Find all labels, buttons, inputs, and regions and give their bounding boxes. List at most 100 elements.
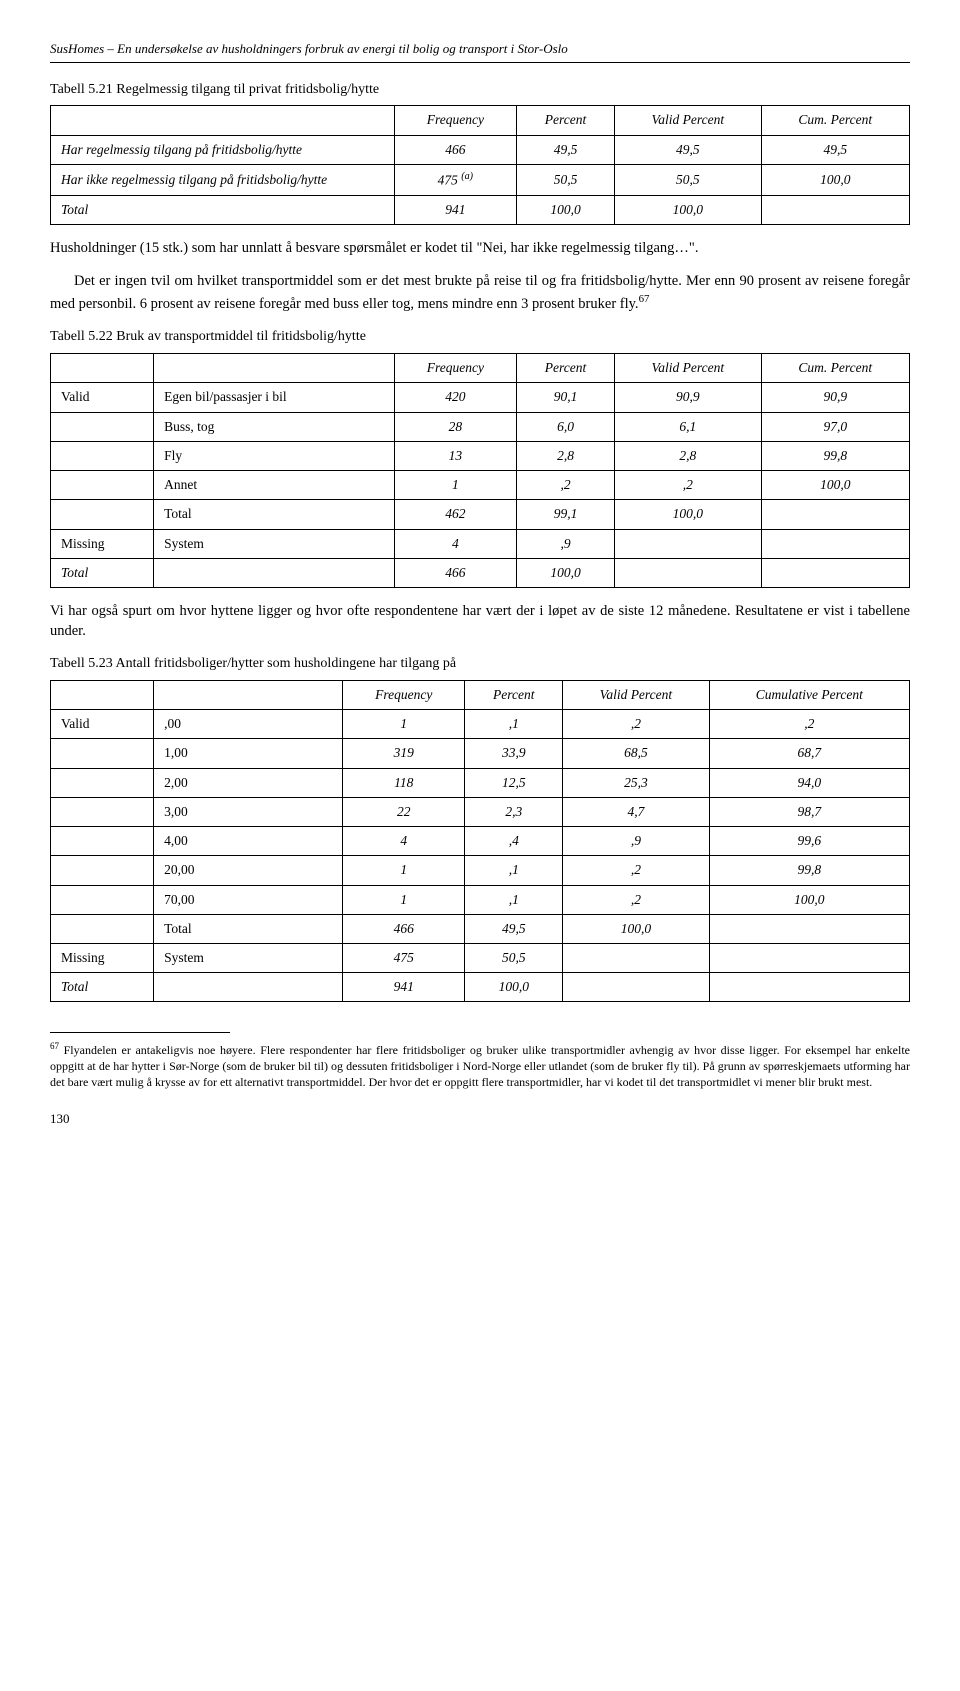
cell: 50,5: [465, 943, 563, 972]
footnote-67: 67 Flyandelen er antakeligvis noe høyere…: [50, 1041, 910, 1090]
cell: [709, 914, 909, 943]
cell: 100,0: [761, 471, 909, 500]
row-label: Annet: [154, 471, 395, 500]
cell: [761, 558, 909, 587]
para-2: Det er ingen tvil om hvilket transportmi…: [50, 272, 910, 314]
table-row: 4,00 4 ,4 ,9 99,6: [51, 827, 910, 856]
cell: 68,5: [563, 739, 709, 768]
cell: 4: [394, 529, 517, 558]
row-label: System: [154, 943, 343, 972]
table-total-row: Total 941 100,0 100,0: [51, 195, 910, 224]
table-row: Har ikke regelmessig tilgang på fritidsb…: [51, 164, 910, 195]
cell: 466: [343, 914, 465, 943]
total-label: Total: [51, 195, 395, 224]
row-label: 4,00: [154, 827, 343, 856]
cell: ,2: [709, 710, 909, 739]
table-row: 20,00 1 ,1 ,2 99,8: [51, 856, 910, 885]
cell: 1: [343, 856, 465, 885]
group-label: Valid: [51, 383, 154, 412]
group-label: Missing: [51, 943, 154, 972]
cell: 98,7: [709, 797, 909, 826]
row-label: System: [154, 529, 395, 558]
row-label: Har regelmessig tilgang på fritidsbolig/…: [51, 135, 395, 164]
table-total-row: Total 941 100,0: [51, 973, 910, 1002]
col-valid-percent: Valid Percent: [563, 680, 709, 709]
col-valid-percent: Valid Percent: [614, 106, 761, 135]
cell: 100,0: [709, 885, 909, 914]
cell: 90,9: [614, 383, 761, 412]
cell: [709, 943, 909, 972]
cell: 475: [343, 943, 465, 972]
table-row: Missing System 475 50,5: [51, 943, 910, 972]
total-label: Total: [51, 973, 154, 1002]
cell: 94,0: [709, 768, 909, 797]
cell: 4: [343, 827, 465, 856]
para-3: Vi har også spurt om hvor hyttene ligger…: [50, 602, 910, 641]
cell: 1: [343, 885, 465, 914]
table-row: Fly 13 2,8 2,8 99,8: [51, 441, 910, 470]
table-row: 70,00 1 ,1 ,2 100,0: [51, 885, 910, 914]
table-row: Valid ,00 1 ,1 ,2 ,2: [51, 710, 910, 739]
cell: ,1: [465, 885, 563, 914]
cell: 68,7: [709, 739, 909, 768]
cell: 319: [343, 739, 465, 768]
cell: [614, 558, 761, 587]
table-row: Har regelmessig tilgang på fritidsbolig/…: [51, 135, 910, 164]
cell: 118: [343, 768, 465, 797]
table-row: Annet 1 ,2 ,2 100,0: [51, 471, 910, 500]
row-label: 2,00: [154, 768, 343, 797]
cell: 941: [343, 973, 465, 1002]
table-row: 3,00 22 2,3 4,7 98,7: [51, 797, 910, 826]
cell: 100,0: [517, 195, 615, 224]
cell: 12,5: [465, 768, 563, 797]
footnote-separator: [50, 1032, 230, 1033]
cell: [563, 943, 709, 972]
cell: [761, 500, 909, 529]
cell: 100,0: [761, 164, 909, 195]
row-label: 3,00: [154, 797, 343, 826]
cell: 100,0: [563, 914, 709, 943]
cell: ,9: [517, 529, 615, 558]
cell: 475 (a): [394, 164, 517, 195]
total-label: Total: [51, 558, 154, 587]
row-label: Egen bil/passasjer i bil: [154, 383, 395, 412]
col-percent: Percent: [517, 106, 615, 135]
cell: ,9: [563, 827, 709, 856]
cell: 2,3: [465, 797, 563, 826]
cell: 50,5: [614, 164, 761, 195]
table-row: Total 462 99,1 100,0: [51, 500, 910, 529]
row-label: 1,00: [154, 739, 343, 768]
table-523-caption: Tabell 5.23 Antall fritidsboliger/hytter…: [50, 655, 910, 674]
cell: 49,5: [614, 135, 761, 164]
cell: 4,7: [563, 797, 709, 826]
row-label: ,00: [154, 710, 343, 739]
col-frequency: Frequency: [394, 106, 517, 135]
table-row: Valid Egen bil/passasjer i bil 420 90,1 …: [51, 383, 910, 412]
cell: 100,0: [614, 500, 761, 529]
cell: 6,0: [517, 412, 615, 441]
cell: 1: [343, 710, 465, 739]
table-521: Frequency Percent Valid Percent Cum. Per…: [50, 105, 910, 224]
cell: ,2: [517, 471, 615, 500]
cell: ,2: [614, 471, 761, 500]
group-label: Valid: [51, 710, 154, 739]
cell: ,4: [465, 827, 563, 856]
col-frequency: Frequency: [394, 354, 517, 383]
cell: ,2: [563, 710, 709, 739]
cell: 420: [394, 383, 517, 412]
table-523: Frequency Percent Valid Percent Cumulati…: [50, 680, 910, 1002]
cell: 33,9: [465, 739, 563, 768]
col-valid-percent: Valid Percent: [614, 354, 761, 383]
row-label: 70,00: [154, 885, 343, 914]
cell: 90,1: [517, 383, 615, 412]
cell: [614, 529, 761, 558]
row-label: Total: [154, 914, 343, 943]
col-percent: Percent: [465, 680, 563, 709]
cell: 100,0: [465, 973, 563, 1002]
table-row: Buss, tog 28 6,0 6,1 97,0: [51, 412, 910, 441]
cell: 1: [394, 471, 517, 500]
cell: 2,8: [517, 441, 615, 470]
cell: 49,5: [761, 135, 909, 164]
cell: 466: [394, 135, 517, 164]
cell: 2,8: [614, 441, 761, 470]
